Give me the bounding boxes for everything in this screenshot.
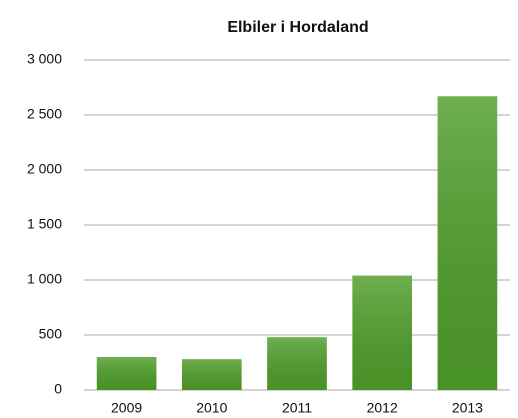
y-tick-label: 2 500 — [27, 106, 62, 122]
bar-shade — [267, 337, 327, 390]
x-tick-label: 2012 — [367, 400, 398, 416]
bar-shade — [181, 359, 242, 390]
x-tick-label: 2011 — [282, 400, 312, 416]
x-tick-label: 2009 — [111, 400, 142, 416]
bar-shade — [96, 357, 157, 390]
y-tick-label: 0 — [54, 381, 62, 397]
y-tick-label: 500 — [39, 326, 63, 342]
x-tick-label: 2010 — [196, 400, 227, 416]
x-tick-label: 2013 — [452, 400, 483, 416]
bar-shade — [352, 275, 413, 390]
y-tick-label: 3 000 — [27, 51, 62, 67]
y-tick-label: 1 000 — [27, 271, 62, 287]
chart-title: Elbiler i Hordaland — [227, 19, 368, 36]
y-tick-label: 1 500 — [27, 216, 62, 232]
bar-shade — [437, 96, 498, 391]
y-tick-label: 2 000 — [27, 161, 62, 177]
